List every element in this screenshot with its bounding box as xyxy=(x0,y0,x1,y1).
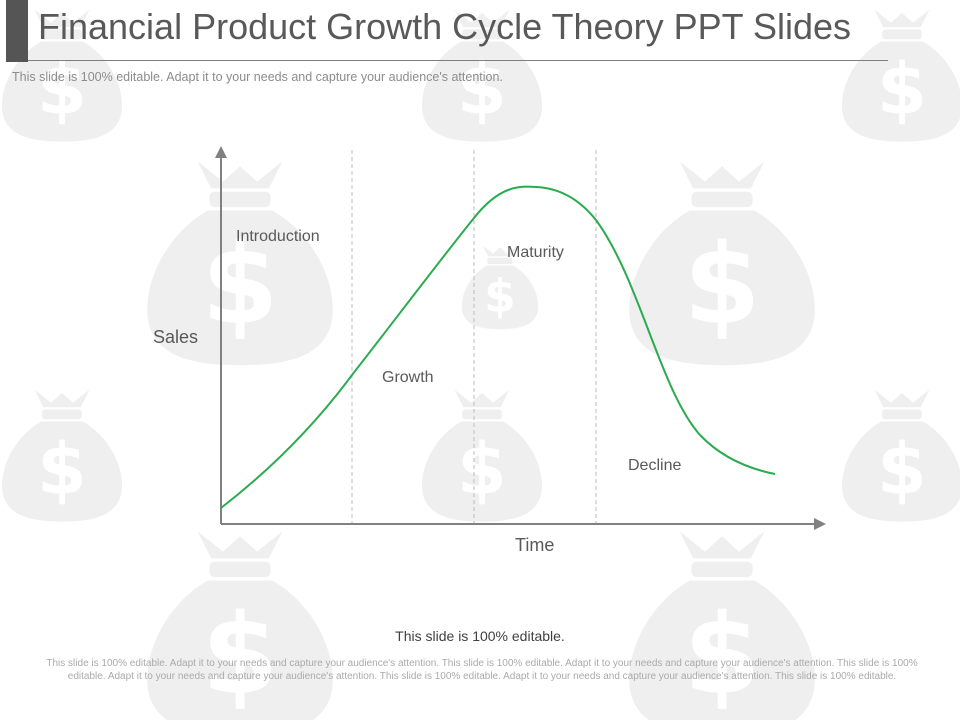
svg-text:$: $ xyxy=(877,428,927,511)
money-bag-icon: $ xyxy=(1,389,123,522)
title-underline xyxy=(28,60,888,61)
svg-text:$: $ xyxy=(484,270,516,323)
slide-title: Financial Product Growth Cycle Theory PP… xyxy=(38,6,852,47)
svg-text:$: $ xyxy=(877,48,927,131)
svg-text:$: $ xyxy=(684,221,761,350)
stage-label-decline: Decline xyxy=(628,457,682,474)
editable-note: This slide is 100% editable. xyxy=(395,628,565,644)
svg-text:$: $ xyxy=(457,428,507,511)
title-accent-bar xyxy=(6,0,28,62)
money-bag-icon: $ xyxy=(629,531,815,720)
svg-text:$: $ xyxy=(684,591,761,720)
lifecycle-curve xyxy=(220,185,776,509)
money-bag-icon: $ xyxy=(629,161,815,366)
svg-text:$: $ xyxy=(37,428,87,511)
x-axis-label: Time xyxy=(515,535,555,555)
slide-subtitle: This slide is 100% editable. Adapt it to… xyxy=(12,70,503,84)
stage-label-maturity: Maturity xyxy=(507,244,564,261)
svg-text:$: $ xyxy=(202,221,279,350)
money-bag-icon: $ xyxy=(461,245,539,330)
y-axis-arrowhead xyxy=(215,146,227,158)
money-bag-icon: $ xyxy=(1,9,123,142)
x-axis-arrowhead xyxy=(814,518,826,530)
money-bag-icon: $ xyxy=(841,9,960,142)
footer-description: This slide is 100% editable. Adapt it to… xyxy=(46,658,918,682)
money-bag-icon: $ xyxy=(841,389,960,522)
money-bag-icon: $ xyxy=(421,9,543,142)
money-bag-icon: $ xyxy=(147,531,333,720)
svg-text:$: $ xyxy=(202,591,279,720)
money-bag-icon: $ xyxy=(147,161,333,366)
money-bag-icon: $ xyxy=(421,389,543,522)
stage-label-introduction: Introduction xyxy=(236,228,320,245)
svg-text:$: $ xyxy=(457,48,507,131)
svg-text:$: $ xyxy=(37,48,87,131)
y-axis-label: Sales xyxy=(153,327,199,347)
stage-label-growth: Growth xyxy=(382,369,434,386)
